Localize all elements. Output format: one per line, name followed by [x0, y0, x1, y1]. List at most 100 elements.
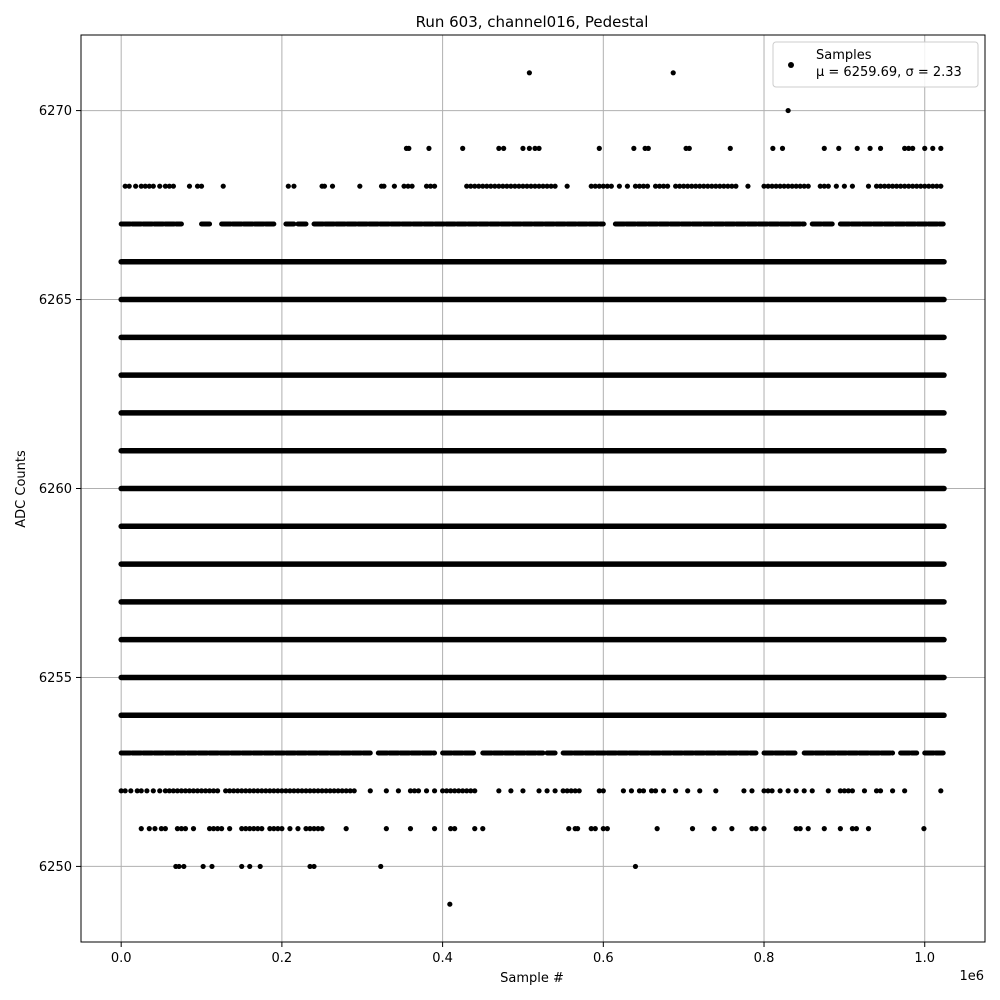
- data-point: [311, 863, 317, 870]
- data-point: [520, 788, 526, 794]
- data-point: [401, 183, 407, 189]
- data-point: [391, 183, 397, 189]
- legend-entry-stats: μ = 6259.69, σ = 2.33: [816, 65, 962, 80]
- data-point: [725, 183, 731, 189]
- data-point: [574, 826, 581, 832]
- data-point: [705, 183, 711, 189]
- data-point: [227, 788, 233, 794]
- data-point: [877, 788, 884, 794]
- x-axis-offset-label: 1e6: [959, 969, 984, 984]
- data-point: [243, 826, 249, 832]
- data-point: [568, 788, 574, 794]
- data-point: [186, 788, 193, 794]
- data-point: [279, 788, 285, 794]
- data-point: [604, 826, 610, 832]
- data-point: [717, 183, 723, 189]
- data-point: [761, 183, 767, 189]
- data-point: [239, 863, 245, 870]
- data-point: [520, 145, 526, 151]
- y-tick-label: 6260: [39, 482, 72, 497]
- data-point: [488, 183, 494, 189]
- data-point: [632, 863, 639, 870]
- data-point: [157, 183, 163, 189]
- data-point: [209, 863, 215, 870]
- data-point: [588, 826, 594, 832]
- data-point: [508, 788, 514, 794]
- data-point: [508, 183, 514, 189]
- data-point: [654, 826, 660, 832]
- data-point: [825, 183, 831, 189]
- data-point: [303, 826, 309, 832]
- data-point: [572, 788, 578, 794]
- data-point: [841, 183, 847, 189]
- data-point: [640, 183, 647, 189]
- data-point: [660, 183, 667, 189]
- data-point: [592, 826, 598, 832]
- data-point: [713, 788, 719, 794]
- data-point: [460, 788, 466, 794]
- data-point: [472, 826, 478, 832]
- data-point: [524, 183, 530, 189]
- y-tick-label: 6265: [39, 293, 72, 308]
- data-point: [685, 788, 691, 794]
- data-point: [805, 826, 811, 832]
- data-point: [227, 826, 233, 832]
- data-point: [427, 183, 434, 189]
- data-point: [616, 183, 622, 189]
- data-point: [636, 788, 643, 794]
- data-point: [291, 183, 297, 189]
- data-point: [865, 183, 872, 189]
- data-point: [162, 788, 168, 794]
- data-point: [255, 788, 261, 794]
- x-tick-label: 1.0: [914, 951, 935, 966]
- data-point: [865, 826, 872, 832]
- data-point: [133, 183, 139, 189]
- data-point: [652, 788, 659, 794]
- data-point: [821, 826, 827, 832]
- data-point: [315, 788, 321, 794]
- data-point: [938, 788, 944, 794]
- data-point: [285, 183, 291, 189]
- data-point: [853, 826, 860, 832]
- data-point: [315, 826, 321, 832]
- data-point: [902, 183, 908, 189]
- data-point: [765, 183, 771, 189]
- data-point: [910, 145, 916, 151]
- data-points: [118, 70, 947, 907]
- data-point: [592, 183, 598, 189]
- data-point: [564, 788, 570, 794]
- data-point: [472, 788, 478, 794]
- data-point: [496, 788, 502, 794]
- data-point: [608, 183, 614, 189]
- data-point: [194, 788, 201, 794]
- data-point: [873, 788, 880, 794]
- data-point: [255, 826, 261, 832]
- data-point: [930, 183, 936, 189]
- data-point: [319, 826, 325, 832]
- data-point: [448, 788, 454, 794]
- data-point: [536, 145, 542, 151]
- data-point: [600, 826, 606, 832]
- data-point: [484, 183, 490, 189]
- data-point: [307, 863, 313, 870]
- legend-marker: [788, 62, 794, 68]
- data-point: [540, 183, 546, 189]
- data-point: [596, 788, 602, 794]
- data-point: [805, 183, 811, 189]
- data-point: [861, 788, 868, 794]
- x-tick-label: 0.8: [754, 951, 775, 966]
- data-point: [693, 183, 699, 189]
- data-point: [283, 788, 289, 794]
- data-point: [181, 863, 187, 870]
- data-point: [247, 863, 253, 870]
- data-point: [464, 788, 470, 794]
- data-point: [367, 788, 373, 794]
- data-point: [512, 183, 518, 189]
- data-point: [219, 826, 225, 832]
- data-point: [138, 183, 144, 189]
- data-point: [174, 826, 181, 832]
- data-point: [464, 183, 470, 189]
- data-point: [480, 183, 486, 189]
- data-point: [779, 145, 786, 151]
